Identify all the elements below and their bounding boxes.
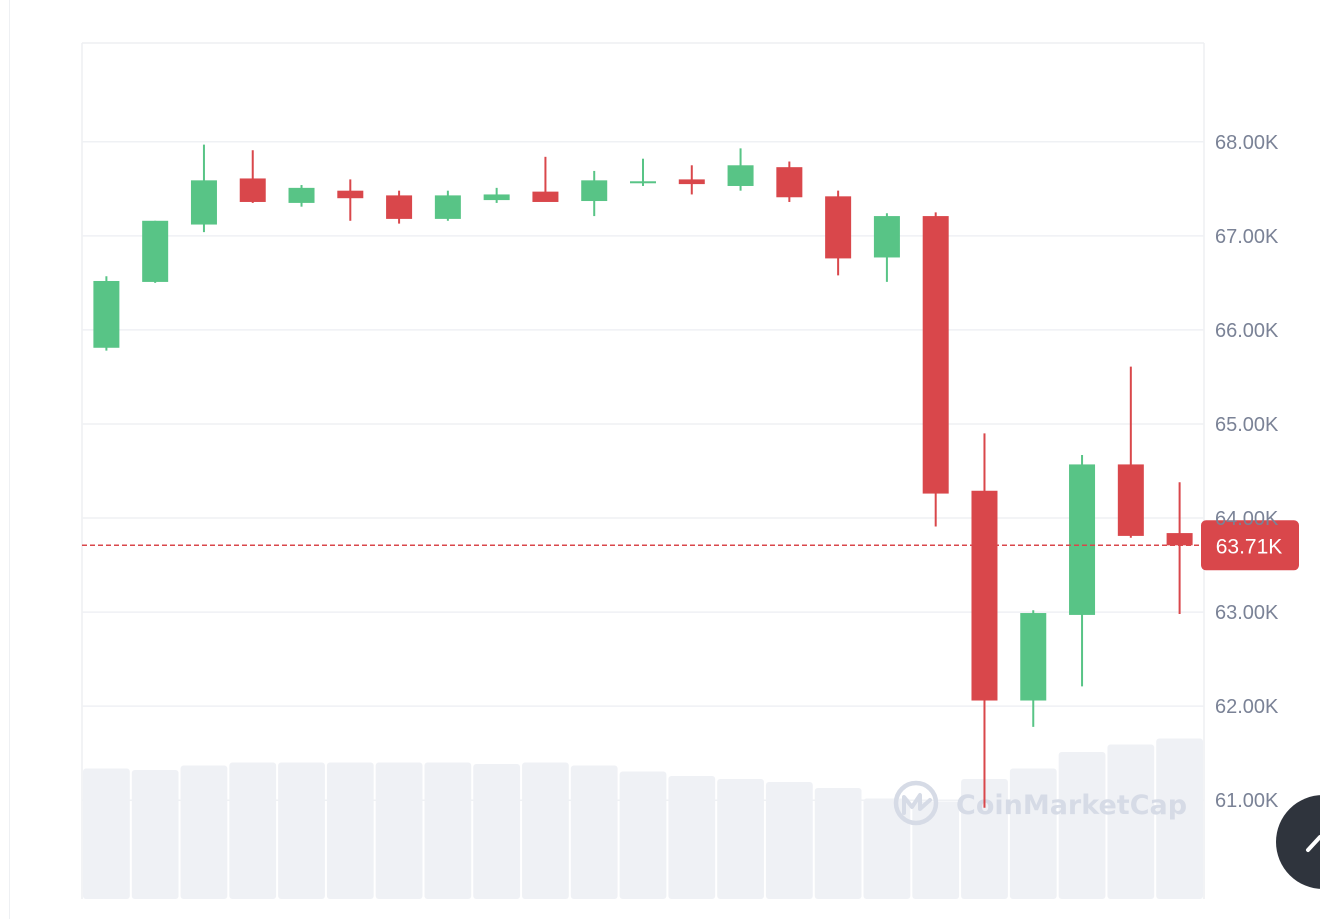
volume-bar <box>1009 768 1057 899</box>
volume-bar <box>131 770 179 899</box>
volume-bar <box>278 762 325 899</box>
scroll-to-latest-button[interactable] <box>1276 795 1320 889</box>
candle <box>93 276 120 351</box>
candle <box>532 156 559 202</box>
candle <box>190 144 217 233</box>
candle <box>1166 482 1193 614</box>
volume-bar <box>961 779 1008 899</box>
volume-bar <box>814 788 862 899</box>
candle <box>873 213 900 282</box>
y-tick-label: 61.00K <box>1215 790 1279 812</box>
candle-body <box>678 179 705 185</box>
candle-layer <box>93 144 1193 808</box>
volume-bar <box>180 765 228 899</box>
volume-bar <box>717 779 764 899</box>
candle-body <box>386 195 413 219</box>
volume-bar <box>765 782 813 899</box>
volume-bar <box>375 762 423 899</box>
candle-body <box>873 216 900 258</box>
candle-body <box>288 187 315 203</box>
candle <box>1020 610 1047 727</box>
candle-body <box>922 216 949 494</box>
candle <box>971 433 998 808</box>
last-price-layer: 63.71K <box>82 520 1299 571</box>
y-tick-label: 63.00K <box>1215 602 1279 624</box>
candle <box>239 150 266 203</box>
candle-body <box>337 190 364 199</box>
volume-bar <box>473 764 521 899</box>
candle <box>142 220 169 283</box>
volume-bar <box>229 762 277 899</box>
candle-body <box>93 280 120 348</box>
y-tick-label: 66.00K <box>1215 320 1279 342</box>
y-tick-label: 65.00K <box>1215 414 1279 436</box>
candle <box>483 187 510 203</box>
candle-body <box>581 180 608 202</box>
volume-bar <box>424 762 472 899</box>
candle-body <box>190 180 217 225</box>
volume-bar <box>619 771 667 899</box>
candle <box>776 161 803 202</box>
volume-bar <box>1058 752 1106 899</box>
candle-body <box>532 191 559 202</box>
candle <box>581 170 608 217</box>
y-tick-label: 62.00K <box>1215 696 1279 718</box>
left-divider <box>9 0 10 919</box>
candle <box>922 212 949 527</box>
candle-body <box>1020 613 1047 701</box>
candle <box>630 158 656 186</box>
candle-body <box>727 165 754 186</box>
candle <box>288 185 315 207</box>
volume-bar <box>522 762 569 899</box>
candle <box>825 190 852 276</box>
last-price-badge <box>1201 520 1299 571</box>
candle-body <box>1069 464 1096 615</box>
candle-body <box>825 196 852 259</box>
volume-bar <box>912 801 960 899</box>
candle <box>1117 366 1144 538</box>
coinmarketcap-logo-icon <box>893 780 939 826</box>
candle-body <box>142 220 169 282</box>
candle-body <box>239 178 266 202</box>
candle-body <box>1117 464 1144 536</box>
diagonal-arrow-icon <box>1306 835 1320 852</box>
candle <box>337 179 364 221</box>
candle-body <box>776 167 803 198</box>
candle <box>434 190 461 221</box>
candle <box>1069 455 1096 687</box>
candle-body <box>971 490 998 701</box>
volume-layer <box>83 738 1203 899</box>
volume-bar <box>1156 738 1203 899</box>
candle-body <box>483 194 510 201</box>
candle <box>678 165 705 195</box>
volume-bar <box>326 762 374 899</box>
volume-bar <box>668 776 716 899</box>
candle <box>727 148 754 191</box>
watermark-text: CoinMarketCap <box>956 790 1187 821</box>
volume-bar <box>863 798 911 899</box>
volume-bar <box>1107 744 1155 899</box>
volume-bar <box>83 768 130 899</box>
y-tick-label: 68.00K <box>1215 132 1279 154</box>
candle-body <box>434 195 461 219</box>
candle <box>386 190 413 224</box>
watermark: CoinMarketCap <box>893 780 1187 826</box>
y-axis: 68.00K 67.00K 66.00K 65.00K 64.00K 63.00K 62.0… <box>1215 132 1279 812</box>
y-tick-label: 64.00K <box>1215 508 1279 530</box>
candle-body <box>630 181 656 184</box>
y-tick-label: 67.00K <box>1215 226 1279 248</box>
last-price-label: 63.71K <box>1216 535 1283 558</box>
candle-body <box>1166 533 1193 546</box>
volume-bar <box>570 765 618 899</box>
